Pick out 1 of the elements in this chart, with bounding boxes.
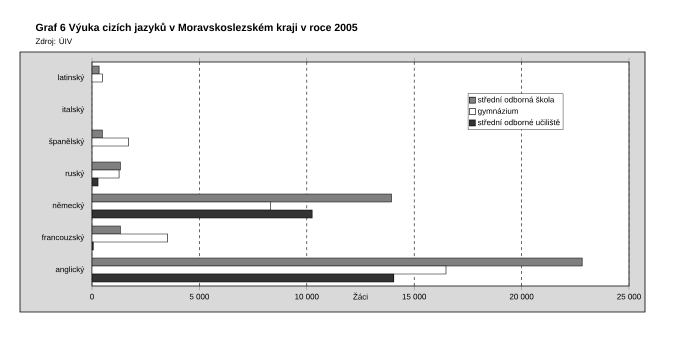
chart-title: Graf 6 Výuka cizích jazyků v Moravskoslezském kraji v roce 2005: [36, 22, 358, 34]
